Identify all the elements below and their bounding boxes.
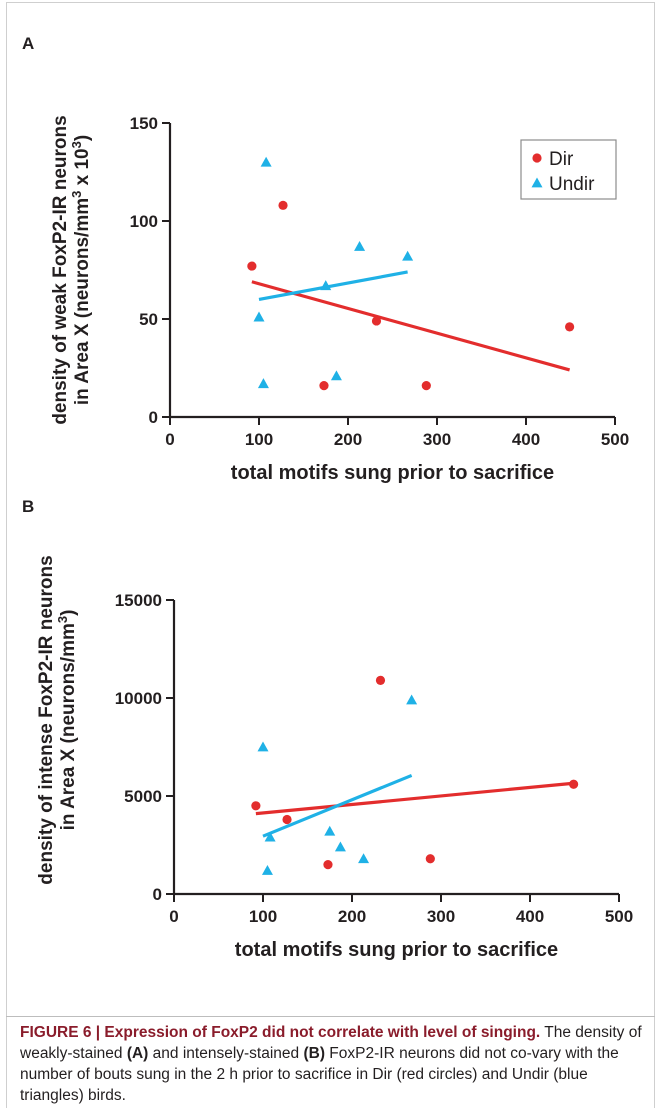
y-axis-label-line1: density of intense FoxP2-IR neurons bbox=[36, 555, 57, 884]
caption-part: (B) bbox=[303, 1045, 325, 1062]
fit-line-undir bbox=[263, 775, 412, 836]
data-point-dir bbox=[282, 815, 291, 824]
x-tick-label: 400 bbox=[516, 907, 544, 926]
y-tick-label: 5000 bbox=[124, 787, 162, 806]
caption-separator bbox=[6, 1016, 655, 1017]
data-point-undir bbox=[406, 694, 417, 704]
x-tick-label: 300 bbox=[427, 907, 455, 926]
x-tick-label: 500 bbox=[605, 907, 633, 926]
data-point-dir bbox=[376, 676, 385, 685]
caption-title: FIGURE 6 | Expression of FoxP2 did not c… bbox=[20, 1024, 540, 1041]
caption-part: (A) bbox=[127, 1045, 149, 1062]
x-axis-label: total motifs sung prior to sacrifice bbox=[235, 939, 558, 961]
caption-part: and intensely-stained bbox=[148, 1045, 303, 1062]
y-axis-label-line2: in Area X (neurons/mm3) bbox=[55, 610, 79, 831]
data-point-undir bbox=[358, 853, 369, 863]
data-point-dir bbox=[251, 801, 260, 810]
data-point-dir bbox=[426, 854, 435, 863]
y-axis-label-part: in Area X (neurons/mm bbox=[58, 623, 79, 830]
data-point-undir bbox=[258, 742, 269, 752]
data-point-dir bbox=[323, 860, 332, 869]
y-tick-label: 10000 bbox=[115, 689, 162, 708]
data-point-dir bbox=[569, 780, 578, 789]
y-tick-label: 0 bbox=[153, 885, 162, 904]
y-axis-label-superscript: 3 bbox=[55, 616, 70, 623]
fit-line-dir bbox=[256, 783, 574, 813]
data-point-undir bbox=[324, 826, 335, 836]
data-point-undir bbox=[335, 841, 346, 851]
y-tick-label: 15000 bbox=[115, 591, 162, 610]
x-tick-label: 200 bbox=[338, 907, 366, 926]
y-axis-label-part: ) bbox=[58, 610, 79, 616]
x-tick-label: 0 bbox=[169, 907, 178, 926]
figure-caption: FIGURE 6 | Expression of FoxP2 did not c… bbox=[20, 1022, 645, 1106]
x-tick-label: 100 bbox=[249, 907, 277, 926]
data-point-undir bbox=[262, 865, 273, 875]
